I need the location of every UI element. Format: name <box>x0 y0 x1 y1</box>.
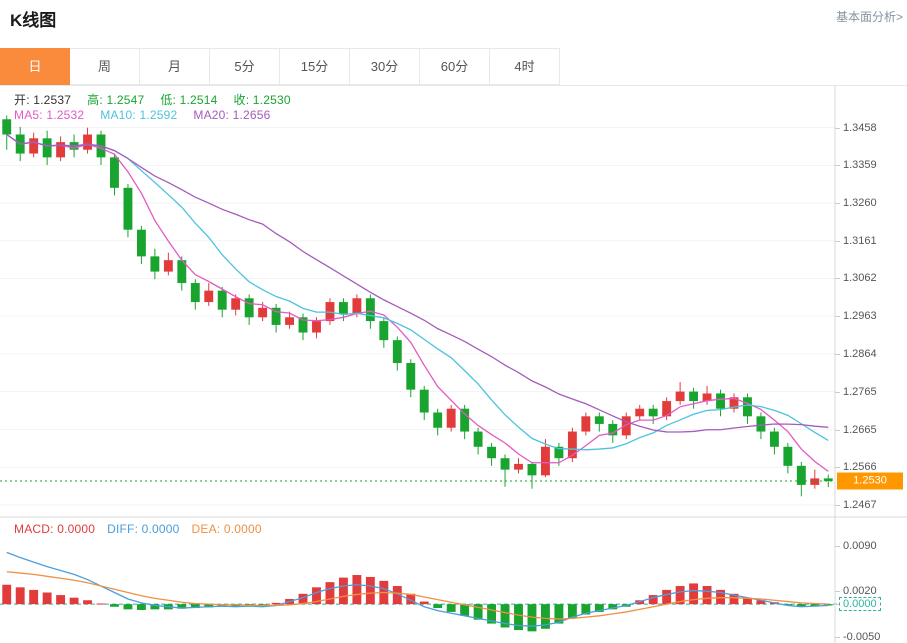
axis-tick <box>835 165 840 167</box>
axis-tick <box>835 467 840 469</box>
ohlc-item: 低: 1.2514 <box>160 93 218 107</box>
price-axis-label: 1.2963 <box>843 310 877 323</box>
macd-axis-label: 0.0090 <box>843 539 877 552</box>
macd-axis-label: -0.0050 <box>843 630 881 643</box>
axis-tick <box>835 316 840 318</box>
axis-tick <box>835 604 840 606</box>
tab-15分[interactable]: 15分 <box>280 48 350 85</box>
ohlc-item: 收: 1.2530 <box>233 93 291 107</box>
macd-axis-label: 0.0020 <box>843 585 877 598</box>
axis-tick <box>835 278 840 280</box>
kline-chart-canvas[interactable] <box>0 85 907 643</box>
page-title: K线图 <box>10 11 57 30</box>
macd-item: DEA: 0.0000 <box>191 522 262 536</box>
axis-tick <box>835 429 840 431</box>
chart-area[interactable]: 开: 1.2537 高: 1.2547 低: 1.2514 收: 1.2530 MA5… <box>0 85 907 643</box>
ma-legend: MA5: 1.2532 MA10: 1.2592 MA20: 1.2656 <box>14 108 271 122</box>
macd-legend: MACD: 0.0000 DIFF: 0.0000 DEA: 0.0000 <box>14 522 262 536</box>
axis-tick <box>835 591 840 593</box>
price-axis-label: 1.2467 <box>843 499 877 512</box>
ohlc-legend: 开: 1.2537 高: 1.2547 低: 1.2514 收: 1.2530 <box>14 91 291 108</box>
price-axis-label: 1.2864 <box>843 347 877 360</box>
ohlc-item: 高: 1.2547 <box>87 93 145 107</box>
ohlc-item: 开: 1.2537 <box>14 93 72 107</box>
macd-item: MACD: 0.0000 <box>14 522 96 536</box>
ma-item: MA20: 1.2656 <box>193 108 271 122</box>
fundamental-analysis-link[interactable]: 基本面分析> <box>835 10 903 24</box>
tab-60分[interactable]: 60分 <box>420 48 490 85</box>
current-price-tag: 1.2530 <box>837 472 903 490</box>
price-axis-label: 1.3161 <box>843 234 877 247</box>
period-tabs: 日周月 5分 15分 30分 60分 4时 <box>0 48 560 85</box>
tab-周[interactable]: 周 <box>70 48 140 85</box>
axis-tick <box>835 240 840 242</box>
tab-4时[interactable]: 4时 <box>490 48 560 85</box>
axis-tick <box>835 545 840 547</box>
price-axis-label: 1.3458 <box>843 121 877 134</box>
price-axis-label: 1.2665 <box>843 423 877 436</box>
axis-tick <box>835 127 840 129</box>
ma-item: MA10: 1.2592 <box>100 108 178 122</box>
macd-axis-label: 0.0000 <box>839 597 881 612</box>
axis-tick <box>835 353 840 355</box>
tab-月[interactable]: 月 <box>140 48 210 85</box>
axis-tick <box>835 636 840 638</box>
price-axis-label: 1.3062 <box>843 272 877 285</box>
tab-5分[interactable]: 5分 <box>210 48 280 85</box>
axis-tick <box>835 391 840 393</box>
price-axis-label: 1.2765 <box>843 385 877 398</box>
tab-30分[interactable]: 30分 <box>350 48 420 85</box>
price-axis-label: 1.3359 <box>843 159 877 172</box>
tab-日[interactable]: 日 <box>0 48 70 85</box>
header: K线图 基本面分析> <box>0 0 907 46</box>
price-axis-label: 1.2566 <box>843 461 877 474</box>
ma-item: MA5: 1.2532 <box>14 108 85 122</box>
macd-item: DIFF: 0.0000 <box>107 522 180 536</box>
price-axis-label: 1.3260 <box>843 197 877 210</box>
axis-tick <box>835 203 840 205</box>
axis-tick <box>835 505 840 507</box>
